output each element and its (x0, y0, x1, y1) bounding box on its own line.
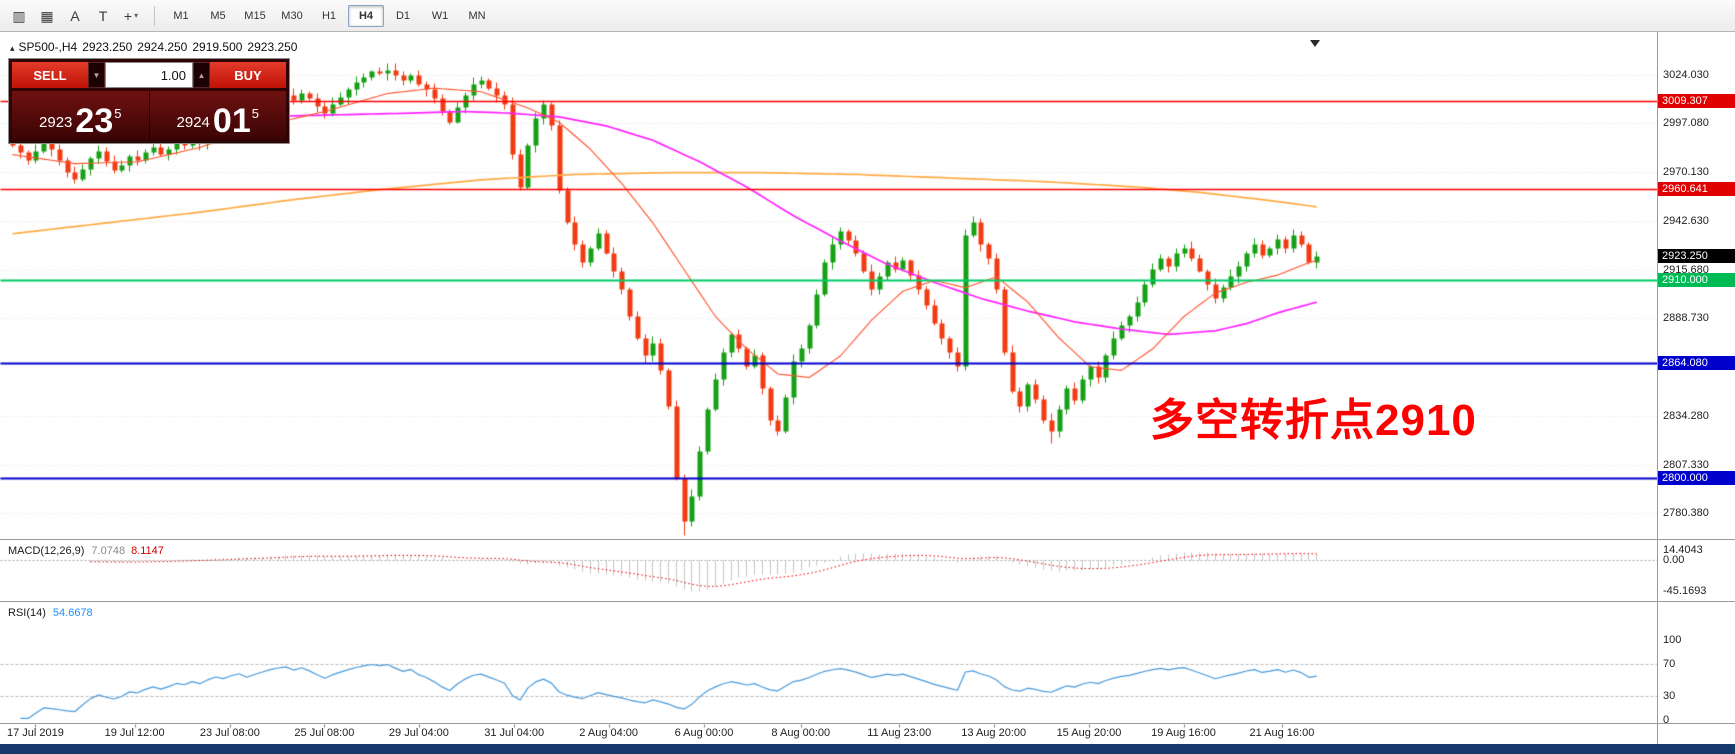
macd-title: MACD(12,26,9) (8, 545, 85, 557)
ask-big-digits: 01 (212, 102, 251, 140)
low-value: 2919.500 (192, 40, 243, 54)
macd-tick-0.00: 0.00 (1663, 554, 1685, 566)
macd-pane-resize-handle[interactable] (0, 539, 1735, 540)
collapse-icon[interactable]: ▴ (10, 43, 15, 53)
rsi-header: RSI(14) 54.6678 (8, 607, 93, 619)
timeframe-button-m30[interactable]: M30 (281, 9, 303, 22)
rsi-pane-resize-handle[interactable] (0, 601, 1735, 602)
time-tick: 19 Aug 16:00 (1151, 727, 1216, 739)
time-tick: 6 Aug 00:00 (674, 727, 734, 739)
ask-figure: 2924 (176, 114, 210, 131)
macd-value-1: 7.0748 (91, 545, 126, 557)
price-tick-2807.330: 2807.330 (1663, 459, 1709, 471)
timeframe-button-d1[interactable]: D1 (395, 9, 411, 22)
bid-pip-digit: 5 (114, 106, 122, 121)
price-tick-2970.130: 2970.130 (1663, 166, 1709, 178)
time-tick: 21 Aug 16:00 (1249, 727, 1315, 739)
price-tick-2910.000: 2910.000 (1658, 273, 1735, 287)
ask-pip-digit: 5 (251, 106, 259, 121)
timeframe-group: M1 M5 M15 M30 H1 H4 D1 W1 MN (163, 4, 496, 27)
timeframe-button-m5[interactable]: M5 (210, 9, 226, 22)
rsi-value: 54.6678 (52, 607, 93, 619)
bid-price-display: 2923 23 5 (12, 91, 149, 140)
price-tick-2888.730: 2888.730 (1663, 312, 1709, 324)
price-tick-2834.280: 2834.280 (1663, 410, 1709, 422)
price-tick-2942.630: 2942.630 (1663, 215, 1709, 227)
price-tick-2780.380: 2780.380 (1663, 507, 1709, 519)
price-tick-2997.080: 2997.080 (1663, 117, 1709, 129)
time-tick: 31 Jul 04:00 (484, 727, 545, 739)
timeframe-button-w1[interactable]: W1 (431, 9, 449, 22)
taskbar-strip (0, 744, 1735, 754)
time-tick: 11 Aug 23:00 (867, 727, 932, 739)
text-tool-icon[interactable]: T (98, 7, 108, 24)
chart-text-annotation: 多空转折点2910 (1150, 396, 1477, 445)
high-value: 2924.250 (137, 40, 188, 54)
rsi-tick-30: 30 (1663, 690, 1676, 702)
price-tick-2960.641: 2960.641 (1658, 182, 1735, 196)
chart-ohlc-header: ▴ SP500-,H4 2923.250 2924.250 2919.500 2923.2… (10, 40, 302, 54)
time-tick: 29 Jul 04:00 (388, 727, 449, 739)
time-tick: 8 Aug 00:00 (771, 727, 831, 739)
time-tick: 19 Jul 12:00 (104, 727, 165, 739)
volume-decrease-button[interactable]: ▼ (88, 62, 105, 88)
cursor-tool-icon[interactable]: + ▾ (123, 7, 139, 24)
symbol-period-label: SP500-,H4 (18, 40, 78, 54)
rsi-title: RSI(14) (8, 607, 46, 619)
chart-shift-marker (1310, 40, 1320, 47)
toolbar: ▥ ▦ A T + ▾ M1 M5 M15 M30 H1 H4 D1 W1 MN (0, 0, 1735, 32)
ask-price-display: 2924 01 5 (148, 91, 287, 140)
time-tick: 13 Aug 20:00 (961, 727, 1027, 739)
rsi-tick-0: 0 (1663, 714, 1670, 726)
font-icon[interactable]: A (70, 7, 80, 24)
time-tick: 25 Jul 08:00 (294, 727, 355, 739)
bid-figure: 2923 (39, 114, 73, 131)
macd-tick-14.4043: 14.4043 (1663, 544, 1703, 556)
price-scale[interactable]: 3024.030 3009.307 2997.080 2970.130 2960.641… (1657, 32, 1735, 744)
price-tick-2864.080: 2864.080 (1658, 356, 1735, 370)
time-tick: 2 Aug 04:00 (579, 727, 639, 739)
macd-value-2: 8.1147 (131, 545, 164, 557)
buy-button[interactable]: BUY (210, 62, 286, 88)
rsi-tick-70: 70 (1663, 658, 1676, 670)
macd-tick--45.1693: -45.1693 (1663, 585, 1707, 597)
sell-button[interactable]: SELL (12, 62, 88, 88)
time-tick: 23 Jul 08:00 (199, 727, 260, 739)
volume-increase-button[interactable]: ▲ (193, 62, 210, 88)
time-tick: 15 Aug 20:00 (1056, 727, 1122, 739)
price-tick-3024.030: 3024.030 (1663, 69, 1709, 81)
timeframe-button-mn[interactable]: MN (468, 9, 486, 22)
toolbar-icon-group: ▥ ▦ A T + ▾ (6, 4, 146, 28)
timeframe-button-h4[interactable]: H4 (348, 4, 384, 27)
one-click-trade-panel: SELL ▼ ▲ BUY 2923 23 5 2924 01 5 (8, 58, 290, 144)
time-tick: 17 Jul 2019 (6, 727, 64, 739)
timeframe-button-m1[interactable]: M1 (173, 9, 189, 22)
chart-properties-icon[interactable]: ▥ (12, 7, 26, 24)
timeframe-button-h1[interactable]: H1 (321, 9, 337, 22)
close-value: 2923.250 (247, 40, 298, 54)
macd-header: MACD(12,26,9) 7.0748 8.1147 (8, 545, 164, 557)
rsi-tick-100: 100 (1663, 634, 1682, 646)
price-tick-3009.307: 3009.307 (1658, 94, 1735, 108)
time-axis-separator (0, 723, 1735, 724)
open-value: 2923.250 (82, 40, 133, 54)
toolbar-separator (154, 5, 155, 26)
price-tick-2800.000: 2800.000 (1658, 471, 1735, 485)
bid-big-digits: 23 (75, 102, 114, 140)
grid-icon[interactable]: ▦ (40, 7, 54, 24)
timeframe-button-m15[interactable]: M15 (244, 9, 266, 22)
price-tick-2923.250: 2923.250 (1658, 249, 1735, 263)
volume-input[interactable] (105, 62, 193, 88)
time-scale[interactable]: 17 Jul 2019 19 Jul 12:00 23 Jul 08:00 25 Ju… (0, 724, 1657, 744)
